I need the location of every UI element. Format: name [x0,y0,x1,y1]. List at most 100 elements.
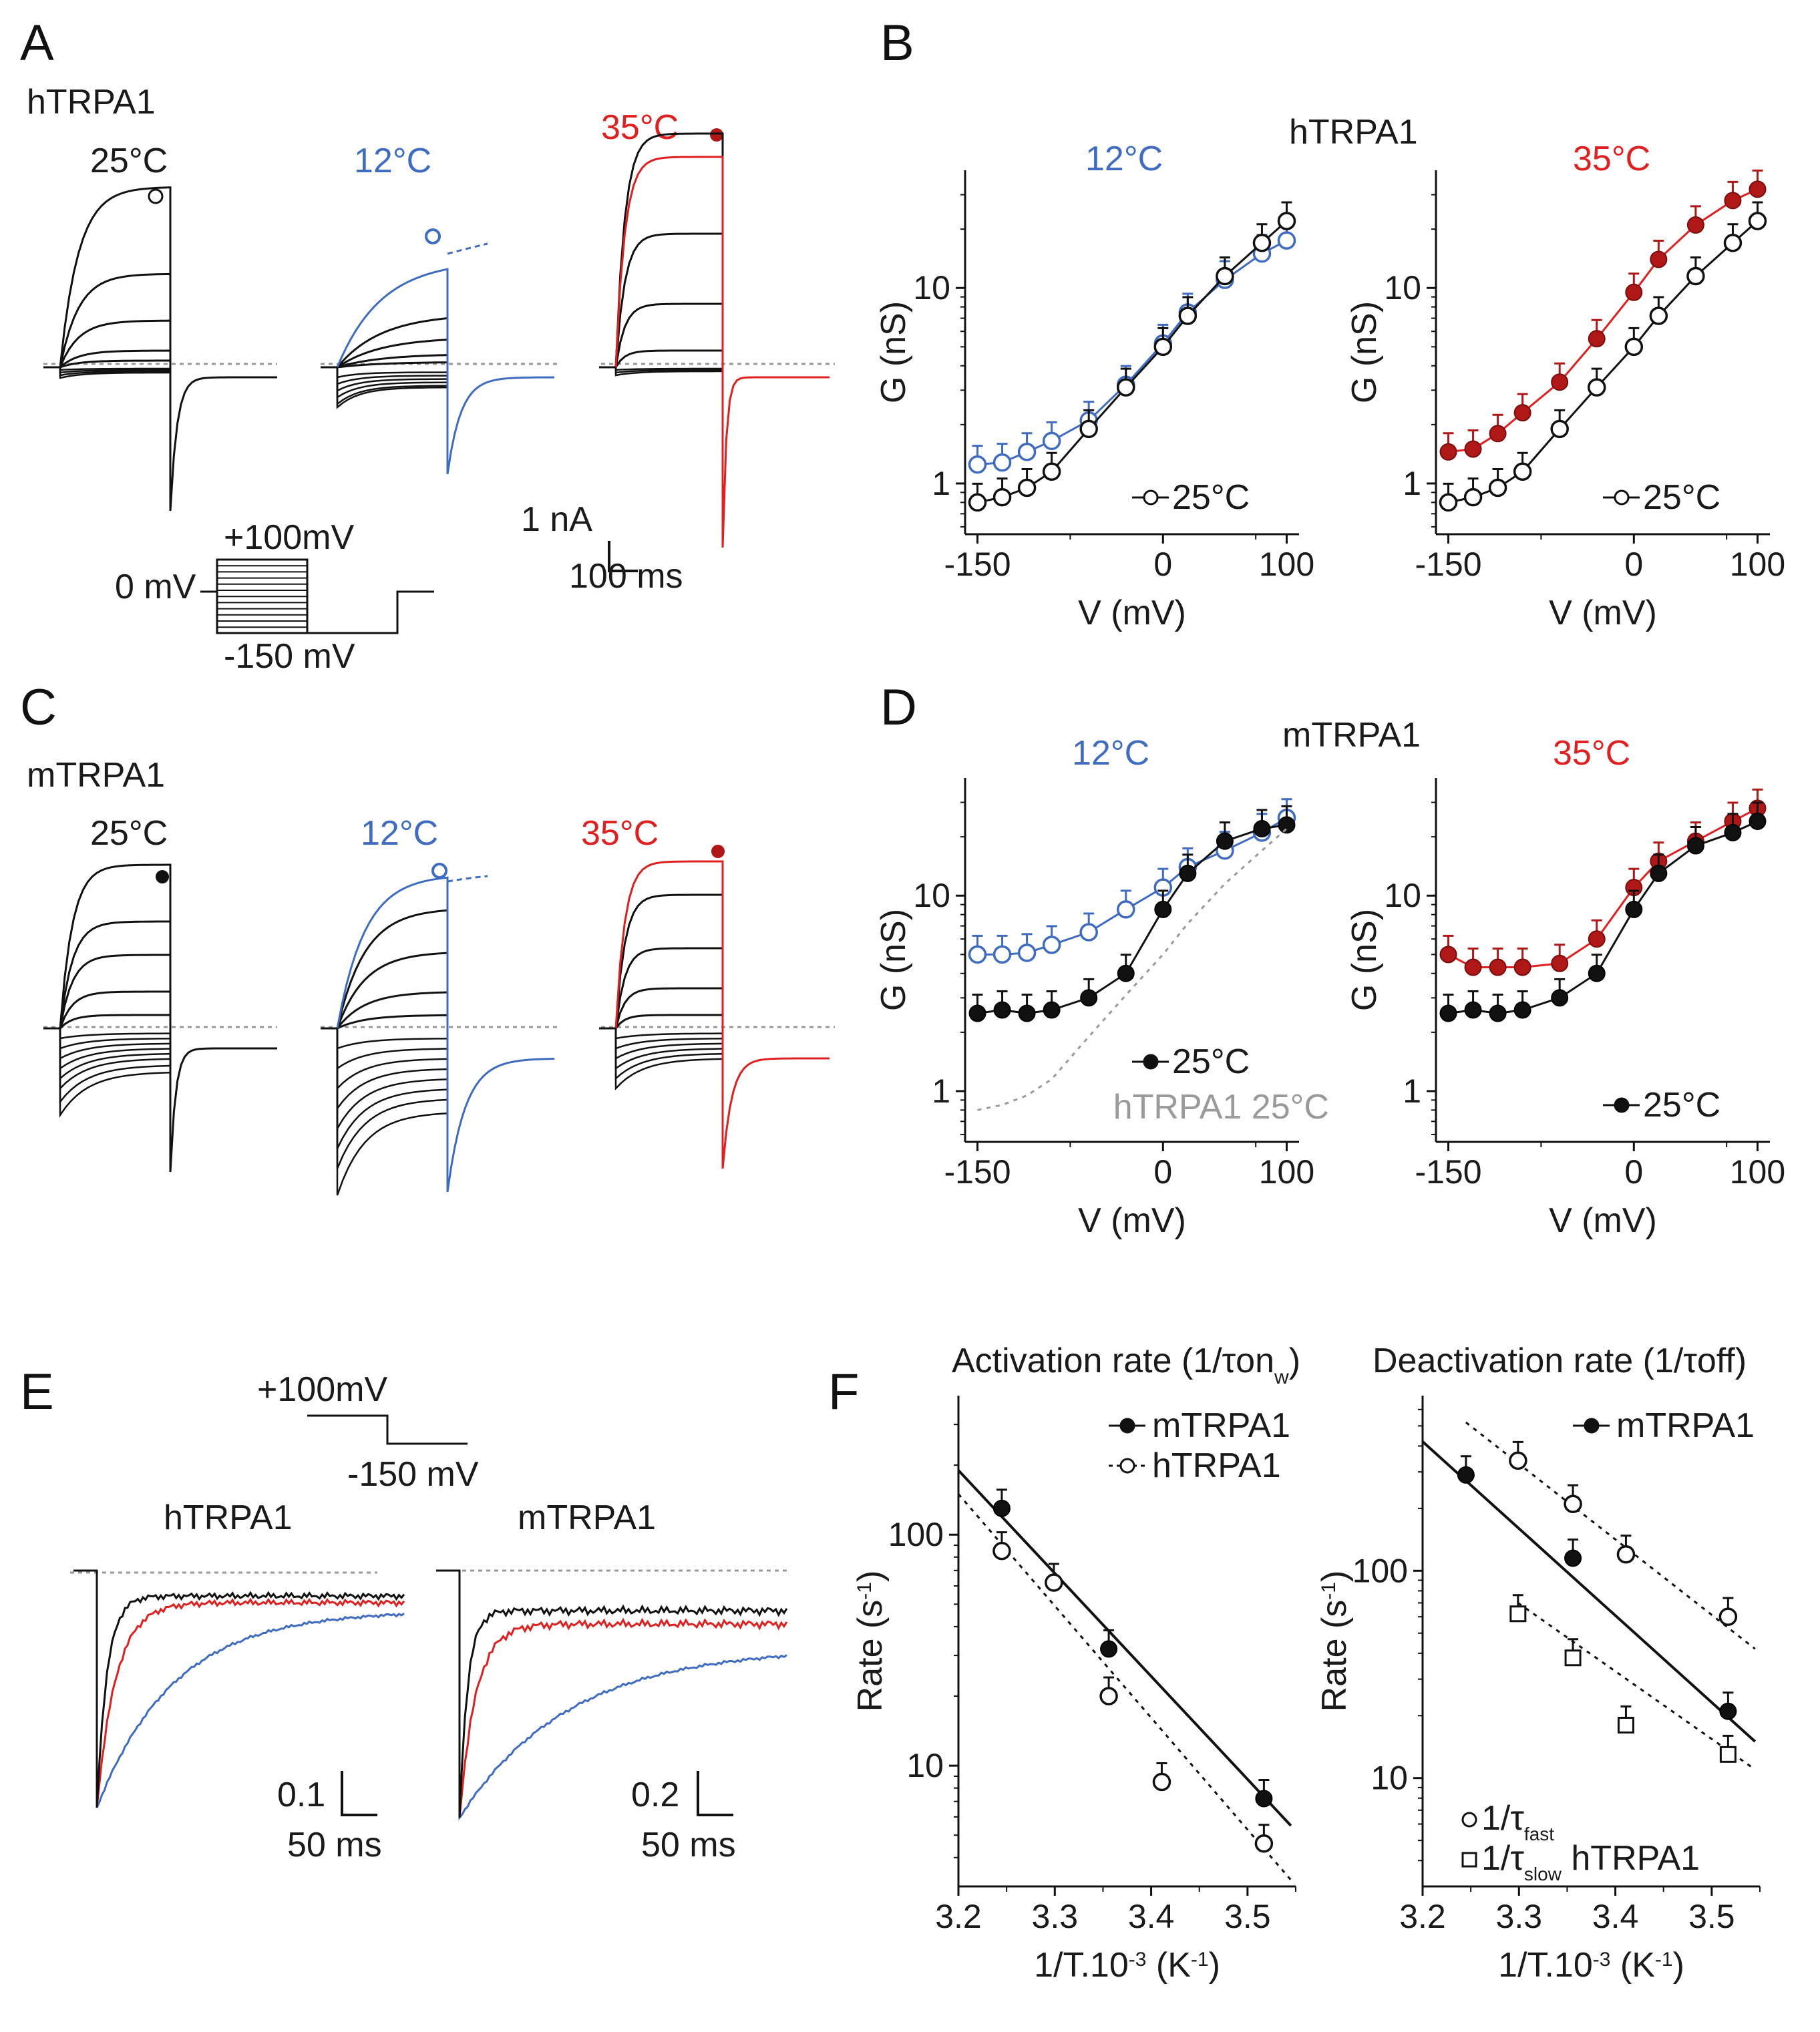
x-axis-label: V (mV) [1549,1201,1657,1240]
y-tick-label: 1 [1403,1072,1421,1110]
scalebar-e-m-y: 0.2 [631,1776,679,1814]
trace-step [59,359,172,369]
protocol-a-bottom: -150 mV [224,637,355,676]
legend-marker [1461,1812,1477,1828]
trace-extrapolated-c [447,875,488,883]
trace-step [59,954,172,1029]
data-point [1457,1466,1475,1484]
panel-a-temp-25: 25°C [90,142,168,180]
data-point [1748,212,1767,230]
data-point [1216,832,1234,850]
scalebar-a-x: 100 ms [569,557,683,596]
x-tick-label: 3.3 [1496,1898,1543,1935]
data-point [1439,946,1457,964]
x-axis-label: V (mV) [1549,594,1657,632]
data-point [1017,478,1037,497]
trace-neg-step [614,1028,723,1080]
data-point [1042,431,1061,451]
x-axis-label: 1/T.10-3 (K-1) [1498,1946,1684,1985]
data-point [1216,266,1234,286]
x-tick-label: 3.3 [1032,1898,1079,1935]
data-point [1719,1702,1737,1720]
data-point [1749,180,1767,198]
x-tick-label: 3.2 [935,1898,982,1935]
data-point [1488,478,1507,497]
data-point [1686,266,1705,286]
data-point [1624,337,1644,357]
data-point [1564,1649,1582,1667]
chart-b-left: -150 0 100 1 10 12°C V (mV) G (nS) 25°C [874,140,1314,632]
data-point [1464,440,1482,458]
trace-neg-step [614,1028,723,1060]
data-point [1252,234,1272,252]
x-axis-label-close: ) [1209,1946,1220,1985]
x-tick-label: 0 [1153,1153,1172,1191]
x-tick-label: 3.4 [1592,1898,1639,1935]
traces-a [43,132,830,548]
marker-filled-35 [710,128,723,142]
trace-step [336,991,449,1029]
data-point [1042,462,1061,481]
data-point [1686,837,1704,855]
data-point [1254,1834,1274,1853]
series-line-1 [1448,820,1759,1015]
y-tick-label: 10 [913,877,950,914]
data-point [1513,404,1531,422]
panel-a-temp-12: 12°C [354,142,431,180]
panel-letter-b: B [880,15,914,71]
legend-label-species: hTRPA1 [1562,1839,1700,1878]
data-point [1152,1772,1171,1792]
trace-tail [169,1028,277,1173]
y-tick-label: 10 [1384,269,1421,307]
legend-sub: fast [1524,1824,1554,1844]
marker-filled-c25 [156,870,169,883]
x-axis-label-sup2: -1 [1191,1949,1209,1971]
data-point [993,1001,1011,1019]
trace-neg-step [59,367,171,374]
chart-title: 12°C [1085,140,1163,178]
y-tick-label: 100 [888,1516,944,1553]
marker-open-25 [148,188,164,204]
y-tick-label: 1 [932,1072,950,1110]
y-axis-label: Rate (s-1) [1315,1571,1354,1712]
trace-step [59,186,172,368]
chart-title: Activation rate (1/τonw) [952,1342,1300,1388]
legend-marker [1614,489,1630,505]
trace-step [614,947,724,1029]
trace-neg-step [59,1028,171,1080]
trace-step [59,1014,172,1030]
data-point [1564,1549,1582,1567]
legend-label: 25°C [1643,478,1720,517]
trace-neg-step [614,367,723,371]
trace-step [336,268,449,368]
panel-e: +100mV -150 mV hTRPA1 mTRPA1 0.1 50 ms 0… [70,1370,788,1864]
trace-step [59,319,172,368]
data-point [1017,443,1037,461]
trace-step [614,232,724,368]
protocol-outline [200,590,434,634]
trace-step [336,876,449,1029]
x-tick-label: -150 [944,1153,1011,1191]
trace-step [614,156,724,368]
data-point [1100,1640,1118,1658]
trace-step [614,1014,724,1029]
panel-c-species: mTRPA1 [27,756,165,795]
trace-neg-step [59,367,171,379]
trace-extrapolated [447,242,488,255]
chart-title: 35°C [1573,140,1650,178]
trace-neg-step [336,1028,448,1050]
chart-title: Deactivation rate (1/τoff) [1373,1342,1747,1380]
data-point [992,945,1012,964]
trace-step [336,909,449,1029]
data-point [1116,378,1135,397]
y-tick-label: 10 [1384,877,1421,914]
x-axis-label-sup: -3 [1593,1949,1611,1971]
series-line-1 [977,823,1287,1015]
data-point [1513,462,1532,481]
trace-step [337,1014,449,1030]
data-point [1463,487,1483,507]
trace-neg-step [336,367,448,406]
data-point [1017,944,1037,962]
x-axis-label-mid: (K [1610,1946,1655,1985]
